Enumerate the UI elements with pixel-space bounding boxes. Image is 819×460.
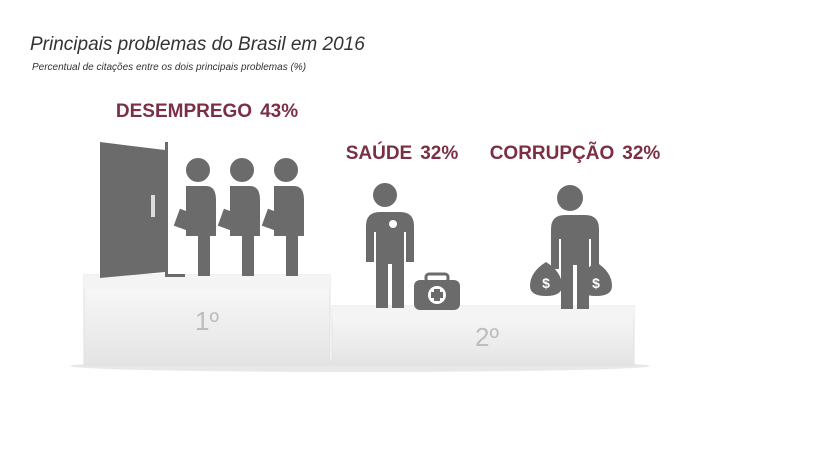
unemployed-icons bbox=[173, 158, 304, 276]
rank-label: 1º bbox=[195, 306, 219, 336]
problem-label: CORRUPÇÃO 32% bbox=[490, 142, 661, 164]
rank-label: 2º bbox=[475, 322, 499, 352]
problem-name: CORRUPÇÃO bbox=[490, 142, 615, 164]
problem-name: SAÚDE bbox=[346, 142, 413, 164]
problem-label: DESEMPREGO 43% bbox=[116, 101, 298, 122]
podiums bbox=[70, 274, 650, 372]
chart-title: Principais problemas do Brasil em 2016 bbox=[30, 34, 365, 55]
problem-value: 43% bbox=[260, 101, 298, 122]
problem-value: 32% bbox=[420, 143, 458, 164]
svg-text:$: $ bbox=[592, 275, 600, 291]
chart-subtitle: Percentual de citações entre os dois pri… bbox=[32, 62, 306, 73]
corruption-icon: $ $ bbox=[530, 185, 612, 309]
problem-name: DESEMPREGO bbox=[116, 101, 252, 122]
door-icon bbox=[100, 142, 185, 278]
problem-label: SAÚDE 32% bbox=[346, 142, 459, 164]
problem-value: 32% bbox=[622, 143, 660, 164]
svg-text:$: $ bbox=[542, 275, 550, 291]
doctor-icon bbox=[366, 183, 460, 310]
